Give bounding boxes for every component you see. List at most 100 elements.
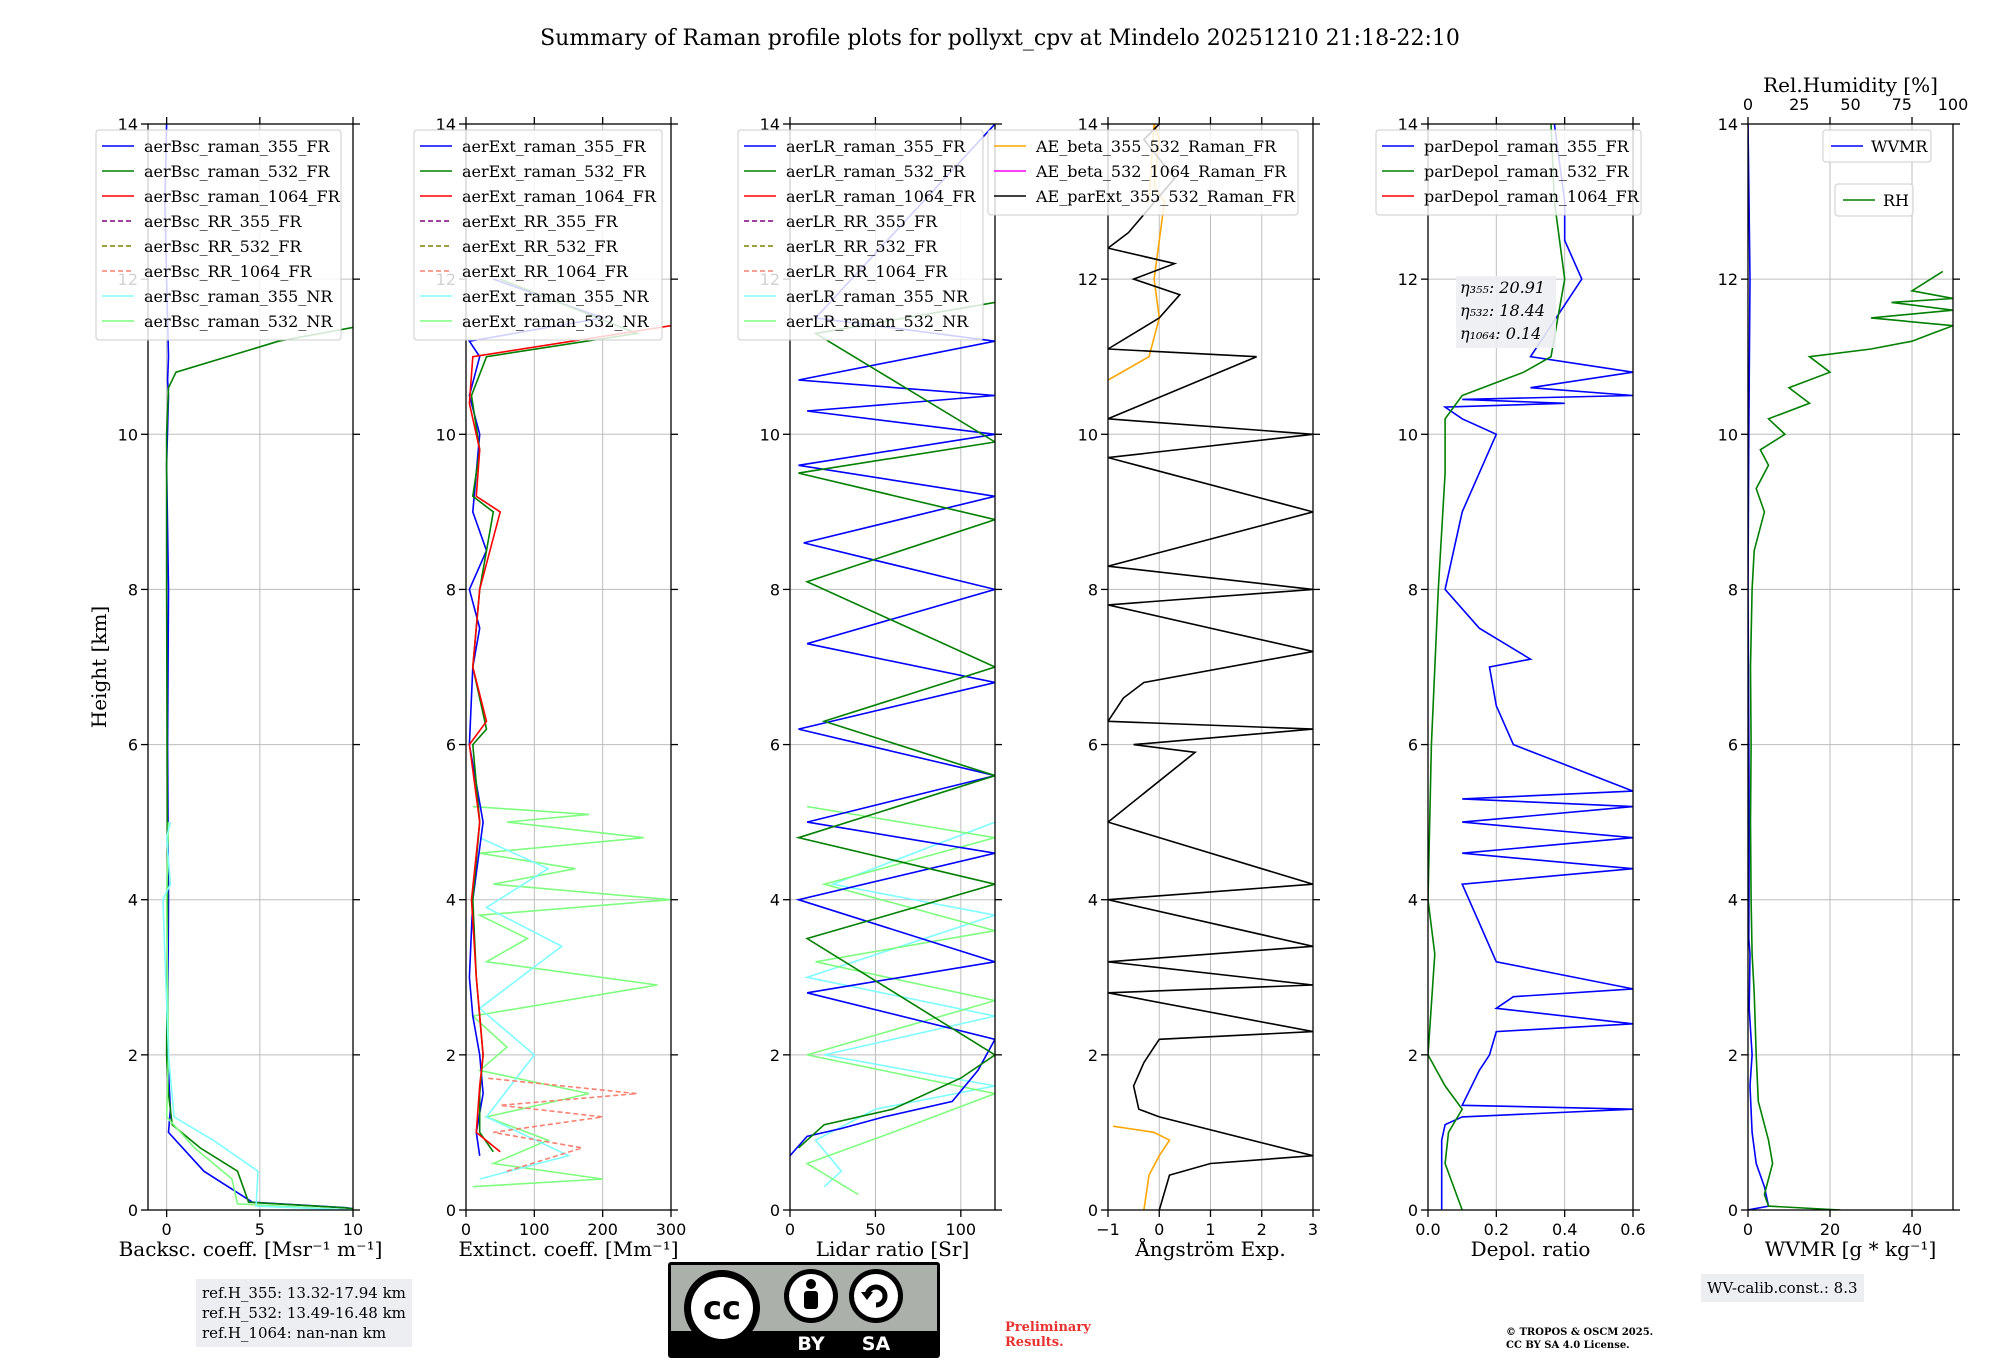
- y-tick-label: 10: [1078, 425, 1098, 444]
- legend-backscatter: aerBsc_raman_355_FR aerBsc_raman_532_FRae…: [95, 129, 342, 341]
- x-axis-label: Extinct. coeff. [Mm⁻¹]: [458, 1237, 678, 1261]
- axes-frame: [789, 123, 996, 1211]
- panel-depol: 0.0 0.2 0.4 0.6 0 2 4 6 8 10 12 14 Depol. ratio parDe…: [1375, 115, 1646, 1261]
- reference-height-box: ref.H_355: 13.32-17.94 km ref.H_532: 13.…: [196, 1279, 412, 1347]
- preliminary-line-2: Results.: [1005, 1335, 1064, 1350]
- series-line-aerbsc-raman-355-nr: [162, 821, 353, 1210]
- legend-box: [737, 129, 984, 341]
- legend-wvmr: WVMR RH: [1822, 129, 1932, 217]
- x-tick-label: 0: [461, 1220, 471, 1239]
- y-tick-label: 14: [1718, 115, 1738, 134]
- series-line-aerlr-raman-355-fr: [790, 124, 995, 1157]
- y-tick-label: 14: [760, 115, 780, 134]
- y-tick-label: 8: [770, 580, 780, 599]
- y-tick-label: 0: [1088, 1201, 1098, 1220]
- ref-h-355: ref.H_355: 13.32-17.94 km: [202, 1284, 406, 1302]
- top-tick-label: 0: [1743, 95, 1753, 114]
- wv-calib-box: WV-calib.const.: 8.3: [1701, 1274, 1864, 1302]
- y-tick-label: 6: [1728, 736, 1738, 755]
- legend-label: aerBsc_RR_355_FR: [144, 212, 302, 231]
- x-tick-label: 40: [1902, 1220, 1922, 1239]
- panel-extinction: 010020030002468101214Extinct. coeff. [Mm…: [413, 115, 687, 1261]
- top-tick-label: 100: [1938, 95, 1969, 114]
- y-tick-label: 10: [760, 425, 780, 444]
- legend-label: aerLR_raman_532_FR: [786, 162, 966, 181]
- y-tick-label: 2: [128, 1046, 138, 1065]
- by-label: BY: [797, 1333, 824, 1355]
- axes-frame: [147, 123, 354, 1211]
- axes-frame: [1747, 123, 1954, 1211]
- y-tick-label: 6: [446, 736, 456, 755]
- y-tick-label: 12: [1078, 270, 1098, 289]
- annotation-box: [1456, 276, 1556, 348]
- y-tick-label: 6: [128, 736, 138, 755]
- legend-lidar_ratio: aerLR_raman_355_FR aerLR_raman_532_FR aerL…: [737, 129, 984, 341]
- x-tick-label: 100: [946, 1220, 977, 1239]
- x-tick-label: 100: [519, 1220, 550, 1239]
- legend-label: aerExt_raman_1064_FR: [462, 187, 657, 206]
- legend-label: aerLR_raman_1064_FR: [786, 187, 976, 206]
- person-icon: [806, 1279, 816, 1289]
- legend-box: [1375, 129, 1642, 216]
- legend-label: aerExt_raman_532_NR: [462, 312, 650, 331]
- series-group-lidar_ratio: [790, 124, 995, 1196]
- y-tick-label: 0: [446, 1201, 456, 1220]
- annotation-label: η₃₅₅: 20.91: [1460, 278, 1545, 297]
- top-tick-label: 75: [1892, 95, 1912, 114]
- y-tick-label: 10: [118, 425, 138, 444]
- legend-depol: parDepol_raman_355_FR parDepol_raman_532_…: [1375, 129, 1642, 216]
- y-tick-label: 0: [1728, 1201, 1738, 1220]
- x-tick-label: 300: [656, 1220, 687, 1239]
- series-line-aerext-raman-532-fr: [470, 278, 640, 1153]
- top-axis-label: Rel.Humidity [%]: [1763, 73, 1938, 97]
- x-tick-label: 0.2: [1484, 1220, 1509, 1239]
- y-tick-label: 8: [1408, 580, 1418, 599]
- y-tick-label: 4: [1088, 891, 1098, 910]
- legend-label: aerBsc_RR_532_FR: [144, 237, 302, 256]
- legend-label: aerLR_RR_355_FR: [786, 212, 938, 231]
- top-tick-label: 25: [1789, 95, 1809, 114]
- y-tick-label: 0: [770, 1201, 780, 1220]
- y-tick-label: 10: [436, 425, 456, 444]
- x-axis-label: WVMR [g * kg⁻¹]: [1765, 1237, 1937, 1261]
- legend-box: [987, 129, 1299, 216]
- y-tick-label: 14: [118, 115, 138, 134]
- ref-h-532: ref.H_532: 13.49-16.48 km: [202, 1304, 406, 1322]
- legend-label: AE_beta_355_532_Raman_FR: [1035, 137, 1277, 156]
- y-tick-label: 4: [770, 891, 780, 910]
- cc-by-sa-logo: cc BY SA: [668, 1262, 940, 1358]
- x-tick-label: 0.0: [1415, 1220, 1440, 1239]
- grid-wvmr: [1747, 123, 1953, 1211]
- legend-label: aerBsc_raman_532_NR: [144, 312, 333, 331]
- x-axis-label: Depol. ratio: [1471, 1237, 1591, 1261]
- legend-label: WVMR: [1871, 137, 1928, 156]
- y-tick-label: 4: [128, 891, 138, 910]
- panel-lidar_ratio: 05010002468101214Lidar ratio [Sr]aerLR_r…: [737, 115, 1002, 1261]
- annotation-label: η₅₃₂: 18.44: [1460, 301, 1545, 320]
- preliminary-results-note: Preliminary Results.: [1005, 1320, 1091, 1350]
- top-tick-label: 50: [1840, 95, 1860, 114]
- ref-h-1064: ref.H_1064: nan-nan km: [202, 1324, 387, 1342]
- figure-title: Summary of Raman profile plots for polly…: [540, 26, 1460, 51]
- y-tick-label: 10: [1398, 425, 1418, 444]
- series-line-pardepol-raman-355-fr: [1440, 124, 1633, 1210]
- y-tick-label: 0: [128, 1201, 138, 1220]
- x-axis-label: Lidar ratio [Sr]: [816, 1237, 970, 1261]
- y-tick-label: 0: [1408, 1201, 1418, 1220]
- legend-label: parDepol_raman_532_FR: [1424, 162, 1630, 181]
- legend-label: aerExt_RR_1064_FR: [462, 262, 629, 281]
- y-tick-label: 12: [1398, 270, 1418, 289]
- annotation-label: η₁₀₆₄: 0.14: [1460, 324, 1541, 343]
- y-tick-label: 6: [770, 736, 780, 755]
- share-alike-icon: [864, 1284, 888, 1308]
- y-tick-label: 8: [446, 580, 456, 599]
- series-line-aerext-raman-355-fr: [468, 278, 606, 1156]
- legend-label: aerExt_raman_355_NR: [462, 287, 650, 306]
- legend-box: [413, 129, 663, 341]
- cc-logo-text: cc: [703, 1289, 741, 1327]
- legend-label: aerExt_raman_355_FR: [462, 137, 647, 156]
- legend-label: AE_beta_532_1064_Raman_FR: [1035, 162, 1287, 181]
- x-tick-label: 200: [587, 1220, 618, 1239]
- legend-box: [95, 129, 342, 341]
